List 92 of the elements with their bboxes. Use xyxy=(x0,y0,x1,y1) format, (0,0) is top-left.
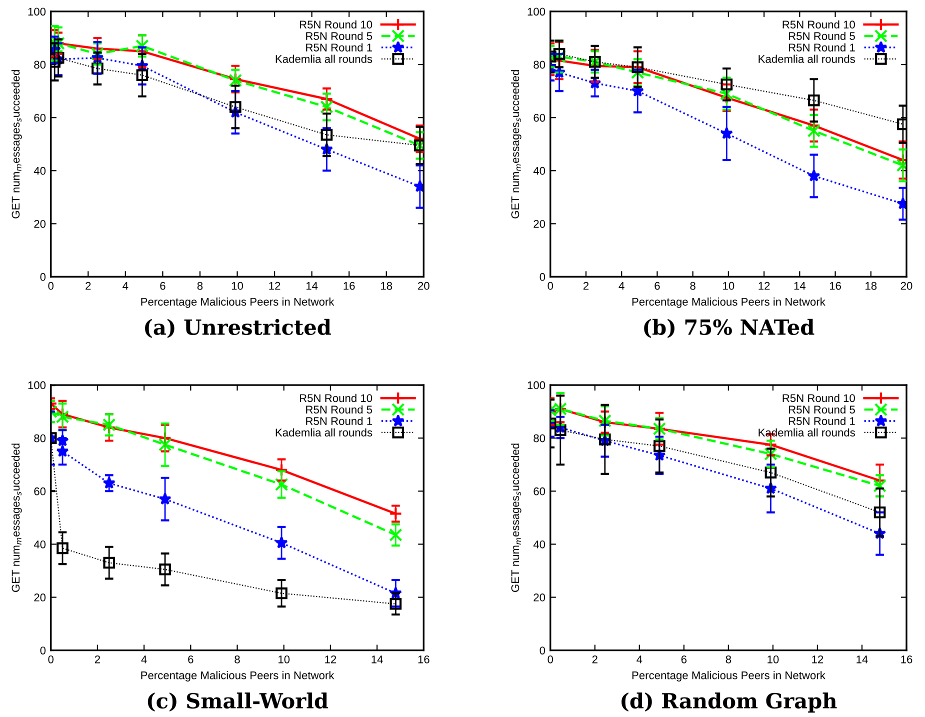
legend-label: R5N Round 1 xyxy=(306,416,372,426)
y-tick-label: 0 xyxy=(540,273,546,281)
x-tick-label: 2 xyxy=(86,282,91,290)
text: (d) Random Graph xyxy=(622,692,837,713)
x-tick-label: 4 xyxy=(636,656,642,664)
x-tick-label: 6 xyxy=(188,655,194,664)
x-tick-label: 6 xyxy=(681,655,687,664)
legend-label: R5N Round 5 xyxy=(306,405,372,414)
x-tick-label: 20 xyxy=(900,282,912,290)
x-tick-label: 4 xyxy=(618,282,624,290)
x-tick-label: 8 xyxy=(234,655,240,664)
text: (c) Small-World xyxy=(148,692,328,712)
legend-label: R5N Round 10 xyxy=(782,20,855,29)
y-axis-title: GET num$_{m}$essages$_{s}$ucceeded xyxy=(510,70,522,218)
x-tick-label: 18 xyxy=(866,282,877,290)
y-tick-label: 60 xyxy=(534,114,546,122)
y-tick-label: 20 xyxy=(34,594,46,602)
legend-label: R5N Round 10 xyxy=(782,394,855,402)
x-tick-label: 10 xyxy=(768,655,779,664)
x-tick-label: 10 xyxy=(232,282,244,290)
y-tick-label: 100 xyxy=(28,381,46,390)
y-tick-label: 80 xyxy=(34,434,46,442)
x-tick-label: 2 xyxy=(592,655,598,664)
x-tick-label: 16 xyxy=(344,282,355,290)
legend-label: Kademlia all rounds xyxy=(758,54,855,63)
x-axis-title: Percentage Malicious Peers in Network xyxy=(141,671,334,682)
x-tick-label: 0 xyxy=(548,282,554,290)
y-axis-title: GET num$_{m}$essages$_{s}$ucceeded xyxy=(11,70,22,218)
x-tick-label: 6 xyxy=(160,282,166,290)
y-tick-label: 40 xyxy=(34,540,46,548)
legend-label: R5N Round 1 xyxy=(306,43,372,52)
x-tick-label: 18 xyxy=(381,282,392,290)
y-tick-label: 80 xyxy=(534,434,546,442)
y-tick-label: 80 xyxy=(34,60,46,69)
x-tick-label: 10 xyxy=(723,282,734,290)
x-axis-title: Percentage Malicious Peers in Network xyxy=(632,671,826,682)
x-tick-label: 14 xyxy=(372,656,383,664)
x-tick-label: 8 xyxy=(690,282,696,290)
y-tick-label: 60 xyxy=(34,487,46,496)
legend-label: R5N Round 1 xyxy=(788,43,855,52)
x-tick-label: 4 xyxy=(141,656,147,664)
legend-label: Kademlia all rounds xyxy=(758,428,855,436)
x-tick-label: 10 xyxy=(278,655,290,664)
y-tick-label: 100 xyxy=(528,381,546,390)
x-tick-label: 20 xyxy=(418,282,430,290)
x-tick-label: 2 xyxy=(583,282,589,290)
x-tick-label: 14 xyxy=(306,282,318,290)
text: (a) Unrestricted xyxy=(145,318,331,338)
x-axis-title: Percentage Malicious Peers in Network xyxy=(632,298,826,308)
x-tick-label: 0 xyxy=(548,655,554,664)
y-tick-label: 60 xyxy=(534,487,546,496)
x-tick-label: 0 xyxy=(48,282,54,290)
y-tick-label: 40 xyxy=(533,166,546,175)
x-tick-label: 8 xyxy=(726,655,732,664)
x-tick-label: 16 xyxy=(901,655,912,664)
y-axis-title: GET num$_{m}$essages$_{s}$ucceeded xyxy=(11,444,22,592)
text: (b) 75% NATed xyxy=(644,318,814,338)
x-tick-label: 14 xyxy=(794,282,806,290)
legend-label: R5N Round 5 xyxy=(788,405,855,414)
legend-label: Kademlia all rounds xyxy=(276,54,372,63)
y-tick-label: 40 xyxy=(533,540,546,548)
legend-label: R5N Round 5 xyxy=(788,32,855,40)
y-tick-label: 60 xyxy=(34,114,46,122)
legend-label: R5N Round 10 xyxy=(300,20,372,29)
y-tick-label: 20 xyxy=(34,220,46,228)
x-tick-label: 16 xyxy=(830,282,841,290)
x-axis-title: Percentage Malicious Peers in Network xyxy=(141,298,334,308)
legend-label: R5N Round 1 xyxy=(788,416,855,426)
y-tick-label: 0 xyxy=(40,646,46,654)
y-axis-title: GET num$_{m}$essages$_{s}$ucceeded xyxy=(510,444,522,592)
y-tick-label: 20 xyxy=(534,220,546,228)
y-tick-label: 80 xyxy=(534,60,546,69)
x-tick-label: 12 xyxy=(758,282,770,290)
y-tick-label: 100 xyxy=(528,8,546,16)
x-tick-label: 16 xyxy=(418,655,430,664)
legend-label: Kademlia all rounds xyxy=(276,428,372,436)
x-tick-label: 2 xyxy=(94,655,100,664)
y-tick-label: 0 xyxy=(540,646,546,654)
x-tick-label: 12 xyxy=(325,655,336,664)
y-tick-label: 40 xyxy=(34,166,46,175)
y-tick-label: 0 xyxy=(40,273,46,281)
x-tick-label: 0 xyxy=(48,655,54,664)
legend-label: R5N Round 5 xyxy=(306,32,372,40)
y-tick-label: 20 xyxy=(534,594,546,602)
x-tick-label: 6 xyxy=(654,282,660,290)
x-tick-label: 12 xyxy=(812,655,824,664)
x-tick-label: 4 xyxy=(122,282,128,290)
x-tick-label: 14 xyxy=(856,656,868,664)
x-tick-label: 8 xyxy=(197,282,203,290)
y-tick-label: 100 xyxy=(28,8,46,16)
x-tick-label: 12 xyxy=(269,282,280,290)
legend-label: R5N Round 10 xyxy=(300,394,372,402)
